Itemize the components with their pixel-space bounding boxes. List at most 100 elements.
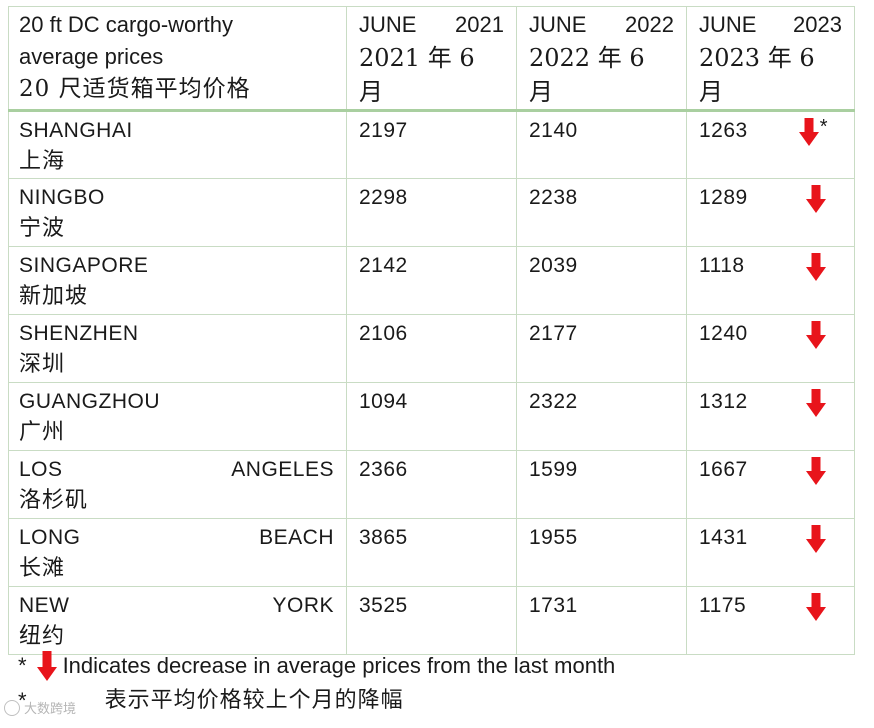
header-year-2023-cell: JUNE 2023 2023 年 6 月 xyxy=(686,6,855,112)
price-value: 1599 xyxy=(529,458,578,481)
down-arrow-icon xyxy=(806,253,826,290)
price-cell-2023: 1289 xyxy=(686,178,855,247)
header-title-cn: 20 尺适货箱平均价格 xyxy=(19,76,251,102)
price-value: 1431 xyxy=(699,526,748,549)
price-cell-2021: 1094 xyxy=(346,382,517,451)
table-row: LOS ANGELES 洛杉矶 2366 1599 1667 xyxy=(8,450,855,519)
port-name-cn: 长滩 xyxy=(19,556,66,581)
watermark-text: 大数跨境 xyxy=(24,702,77,717)
price-cell-2021: 3865 xyxy=(346,518,517,587)
price-cell-2023: 1240 xyxy=(686,314,855,383)
port-name-en: LOS xyxy=(19,458,63,481)
watermark-logo-icon xyxy=(4,699,20,716)
price-value: 1175 xyxy=(699,594,747,617)
port-name-en: NINGBO xyxy=(19,186,105,209)
down-arrow-icon xyxy=(806,457,826,494)
price-cell-2021: 3525 xyxy=(346,586,517,655)
header-year-2021-cell: JUNE 2021 2021 年 6 月 xyxy=(346,6,517,112)
port-name-en: SINGAPORE xyxy=(19,254,149,277)
header-title-cell: 20 ft DC cargo-worthy average prices 20 … xyxy=(8,6,347,112)
down-arrow-icon xyxy=(36,651,57,681)
price-value: 2106 xyxy=(359,322,408,345)
port-name-en-part2: YORK xyxy=(272,594,334,617)
header-year-2023-cn: 2023 年 6 月 xyxy=(699,44,815,106)
price-value: 2177 xyxy=(529,322,578,345)
port-name-en-part2: BEACH xyxy=(259,526,334,549)
table-row: SINGAPORE 新加坡 2142 2039 1118 xyxy=(8,246,855,315)
down-arrow-icon xyxy=(806,525,826,562)
price-cell-2022: 2322 xyxy=(516,382,687,451)
price-value: 1312 xyxy=(699,390,748,413)
header-row: 20 ft DC cargo-worthy average prices 20 … xyxy=(8,6,855,112)
star-marker: * xyxy=(819,116,828,138)
price-value: 3525 xyxy=(359,594,408,617)
price-cell-2021: 2142 xyxy=(346,246,517,315)
decrease-indicator xyxy=(806,185,826,222)
header-year-2021: 2021 xyxy=(455,12,504,37)
price-cell-2022: 2140 xyxy=(516,110,687,179)
price-cell-2022: 2238 xyxy=(516,178,687,247)
down-arrow-icon xyxy=(806,593,826,630)
price-cell-2021: 2197 xyxy=(346,110,517,179)
legend-text-cn: 表示平均价格较上个月的降幅 xyxy=(104,688,404,713)
price-cell-2022: 2039 xyxy=(516,246,687,315)
price-value: 2238 xyxy=(529,186,578,209)
price-value: 3865 xyxy=(359,526,408,549)
port-name-cn: 新加坡 xyxy=(19,284,89,309)
down-arrow-icon xyxy=(806,321,826,358)
header-month-2023: JUNE xyxy=(699,12,757,37)
header-year-2023: 2023 xyxy=(793,12,842,37)
price-value: 1094 xyxy=(359,390,408,413)
decrease-indicator xyxy=(806,389,826,426)
port-cell: GUANGZHOU 广州 xyxy=(8,382,347,451)
price-value: 1240 xyxy=(699,322,748,345)
table-body: SHANGHAI 上海 2197 2140 1263 * NINGBO 宁波 2298 2238 1… xyxy=(8,110,855,655)
price-cell-2023: 1431 xyxy=(686,518,855,587)
legend-star: * xyxy=(18,653,27,678)
watermark: 大数跨境 xyxy=(4,698,76,717)
table-row: NEW YORK 纽约 3525 1731 1175 xyxy=(8,586,855,655)
price-cell-2023: 1263 * xyxy=(686,110,855,179)
price-value: 2142 xyxy=(359,254,408,277)
decrease-indicator xyxy=(806,593,826,630)
port-name-en: GUANGZHOU xyxy=(19,390,160,413)
legend-star-cn: * xyxy=(18,688,27,713)
header-year-2022-cell: JUNE 2022 2022 年 6 月 xyxy=(516,6,687,112)
down-arrow-icon xyxy=(806,185,826,222)
decrease-indicator xyxy=(806,253,826,290)
header-year-2022: 2022 xyxy=(625,12,674,37)
price-value: 1289 xyxy=(699,186,748,209)
table-row: NINGBO 宁波 2298 2238 1289 xyxy=(8,178,855,247)
price-value: 1955 xyxy=(529,526,578,549)
port-cell: NINGBO 宁波 xyxy=(8,178,347,247)
header-month-2022: JUNE xyxy=(529,12,587,37)
decrease-indicator xyxy=(806,321,826,358)
price-value: 2298 xyxy=(359,186,408,209)
price-cell-2021: 2298 xyxy=(346,178,517,247)
price-value: 2197 xyxy=(359,119,408,142)
port-name-en: SHENZHEN xyxy=(19,322,139,345)
price-cell-2022: 1731 xyxy=(516,586,687,655)
header-year-2022-cn: 2022 年 6 月 xyxy=(529,44,645,106)
table-row: LONG BEACH 长滩 3865 1955 1431 xyxy=(8,518,855,587)
port-name-cn: 上海 xyxy=(19,149,66,174)
header-title-en-2: average prices xyxy=(19,44,164,69)
port-cell: SHENZHEN 深圳 xyxy=(8,314,347,383)
legend-note-en: * Indicates decrease in average prices f… xyxy=(18,651,615,681)
port-name-cn: 纽约 xyxy=(19,624,66,649)
price-value: 1731 xyxy=(529,594,578,617)
price-cell-2021: 2366 xyxy=(346,450,517,519)
price-value: 1118 xyxy=(699,254,745,277)
price-cell-2023: 1312 xyxy=(686,382,855,451)
port-cell: LONG BEACH 长滩 xyxy=(8,518,347,587)
port-name-cn: 洛杉矶 xyxy=(19,488,89,513)
port-name-en: LONG xyxy=(19,526,81,549)
price-value: 2322 xyxy=(529,390,578,413)
price-cell-2022: 1599 xyxy=(516,450,687,519)
price-cell-2022: 2177 xyxy=(516,314,687,383)
price-cell-2023: 1118 xyxy=(686,246,855,315)
port-cell: NEW YORK 纽约 xyxy=(8,586,347,655)
price-cell-2022: 1955 xyxy=(516,518,687,587)
price-value: 1667 xyxy=(699,458,748,481)
price-cell-2023: 1175 xyxy=(686,586,855,655)
